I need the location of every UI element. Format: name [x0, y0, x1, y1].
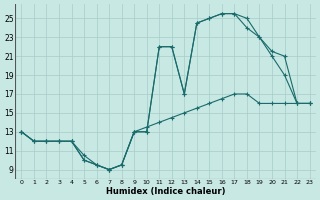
X-axis label: Humidex (Indice chaleur): Humidex (Indice chaleur) — [106, 187, 225, 196]
